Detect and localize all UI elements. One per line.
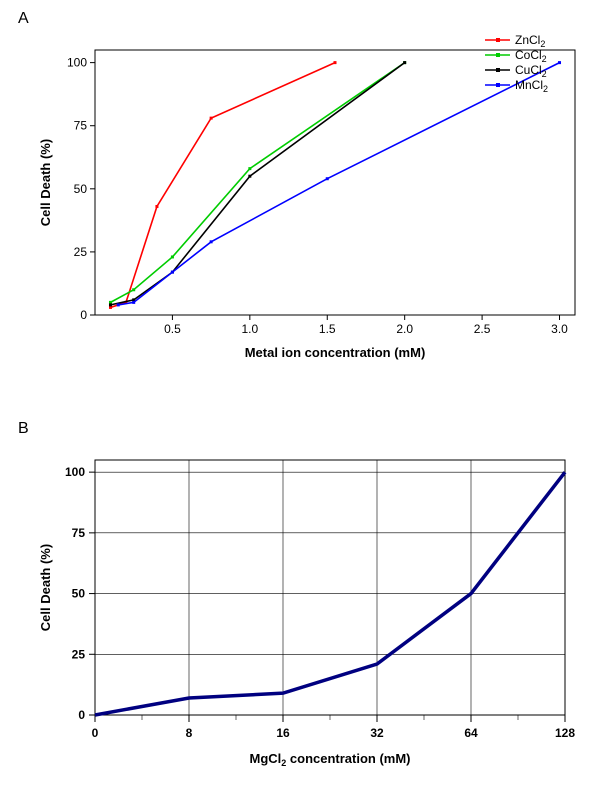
svg-text:1.5: 1.5: [319, 322, 336, 336]
svg-text:2.5: 2.5: [474, 322, 491, 336]
marker-CuCl2: [403, 61, 406, 64]
svg-text:16: 16: [276, 726, 290, 740]
marker-CoCl2: [171, 255, 174, 258]
marker-MnCl2: [117, 303, 120, 306]
svg-text:25: 25: [74, 245, 88, 259]
svg-text:75: 75: [74, 119, 88, 133]
svg-text:25: 25: [72, 647, 86, 661]
svg-text:Cell Death (%): Cell Death (%): [38, 139, 53, 226]
svg-text:3.0: 3.0: [551, 322, 568, 336]
svg-text:100: 100: [65, 465, 85, 479]
marker-MnCl2: [132, 301, 135, 304]
svg-text:Cell Death (%): Cell Death (%): [38, 544, 53, 631]
svg-text:MgCl2 concentration (mM): MgCl2 concentration (mM): [249, 751, 410, 768]
svg-text:ZnCl2: ZnCl2: [515, 33, 545, 49]
svg-text:100: 100: [67, 56, 87, 70]
svg-text:0.5: 0.5: [164, 322, 181, 336]
marker-MnCl2: [171, 271, 174, 274]
marker-ZnCl2: [334, 61, 337, 64]
svg-text:75: 75: [72, 526, 86, 540]
marker-MnCl2: [326, 177, 329, 180]
marker-MnCl2: [210, 240, 213, 243]
marker-MnCl2: [558, 61, 561, 64]
marker-ZnCl2: [210, 117, 213, 120]
svg-text:64: 64: [464, 726, 478, 740]
chart-mgcl2: 0 25 50 75 100 0 8 16 32 64 128 MgCl2 concentration…: [30, 445, 590, 775]
panel-a-label: A: [18, 10, 29, 28]
svg-text:8: 8: [186, 726, 193, 740]
svg-text:0: 0: [78, 708, 85, 722]
svg-text:Metal ion concentration (mM): Metal ion concentration (mM): [245, 345, 426, 360]
marker-CuCl2: [248, 175, 251, 178]
svg-text:50: 50: [72, 587, 86, 601]
marker-CuCl2: [109, 303, 112, 306]
marker-ZnCl2: [155, 205, 158, 208]
svg-text:0: 0: [80, 308, 87, 322]
svg-text:0: 0: [92, 726, 99, 740]
marker-CoCl2: [248, 167, 251, 170]
svg-text:32: 32: [370, 726, 384, 740]
svg-text:128: 128: [555, 726, 575, 740]
svg-text:1.0: 1.0: [241, 322, 258, 336]
svg-text:2.0: 2.0: [396, 322, 413, 336]
chart-metal-ions: 0 25 50 75 100 0.5 1.0 1.5 2.0 2.5 3.0 Metal ion co…: [30, 30, 590, 370]
panel-b-label: B: [18, 420, 29, 438]
marker-CoCl2: [132, 288, 135, 291]
svg-text:50: 50: [74, 182, 88, 196]
